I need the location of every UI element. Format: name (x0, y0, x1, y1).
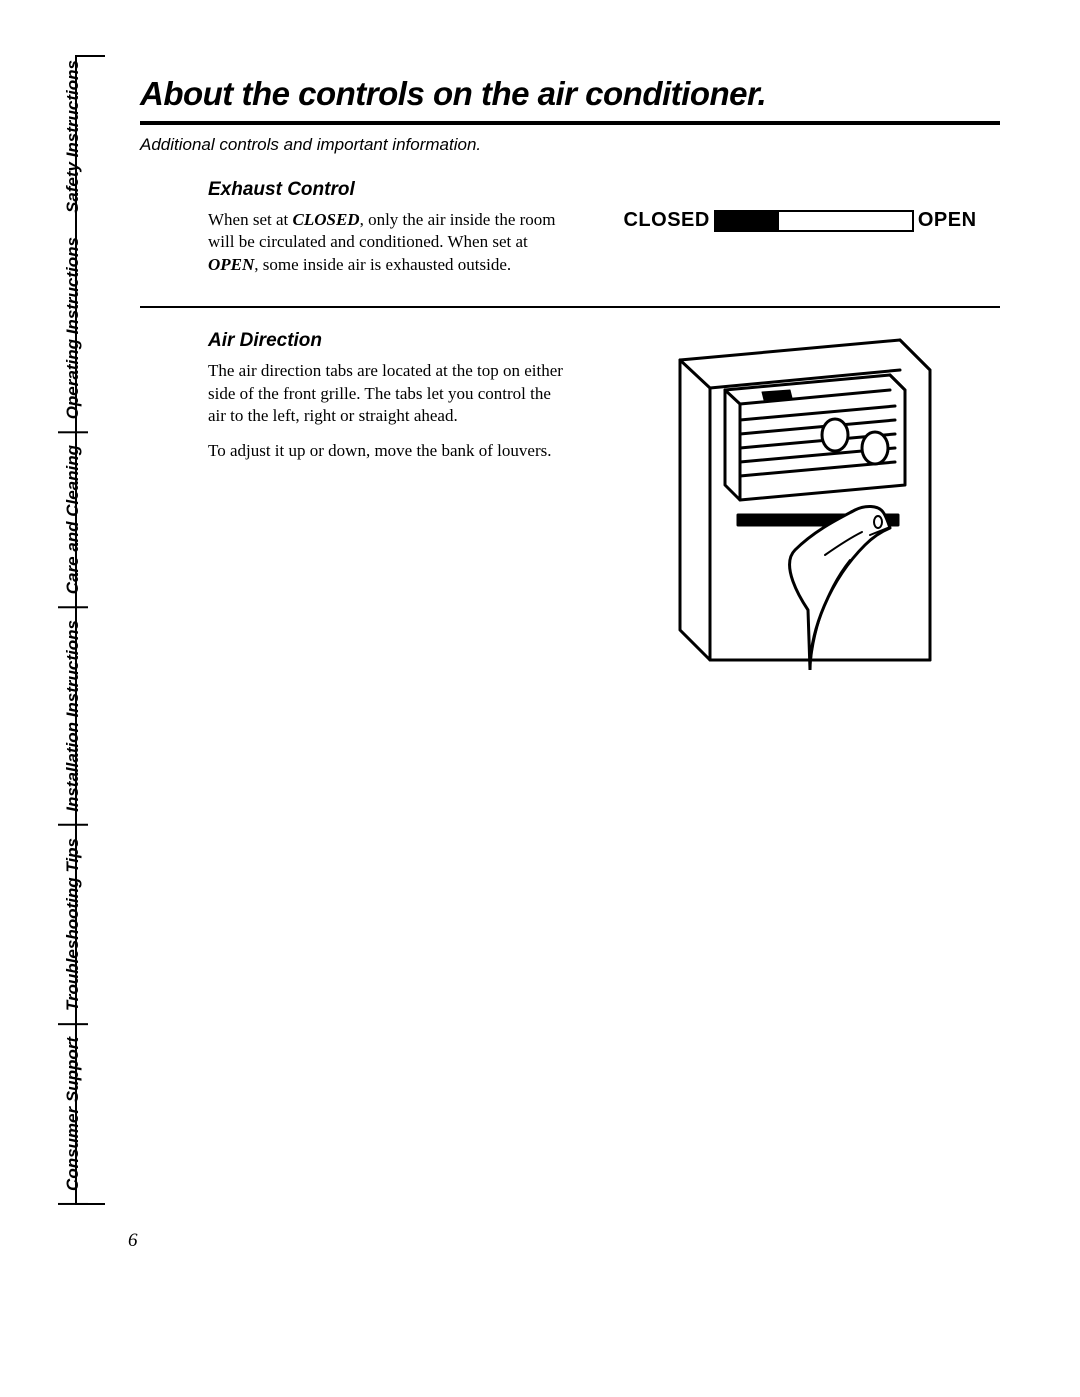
section-air-direction: Air Direction The air direction tabs are… (140, 330, 1000, 670)
exhaust-figure: CLOSED OPEN (600, 179, 1000, 288)
air-direction-p2: To adjust it up or down, move the bank o… (208, 440, 570, 462)
sidebar-tab-troubleshooting: Troubleshooting Tips (58, 826, 88, 1025)
air-direction-figure (600, 330, 1000, 670)
air-direction-p1: The air direction tabs are located at th… (208, 360, 570, 427)
sidebar-tab-care-cleaning: Care and Cleaning (58, 433, 88, 608)
exhaust-body: When set at CLOSED, only the air inside … (208, 209, 570, 276)
sidebar-tab-installation: Installation Instructions (58, 608, 88, 826)
sidebar-tab-safety: Safety Instructions (58, 48, 88, 225)
main-content: About the controls on the air conditione… (140, 75, 1000, 688)
page-subtitle: Additional controls and important inform… (140, 135, 1000, 155)
air-direction-text: Air Direction The air direction tabs are… (140, 330, 570, 670)
exhaust-body-suffix: , some inside air is exhausted outside. (254, 255, 511, 274)
section-rule (140, 306, 1000, 308)
sidebar-tabs: Consumer Support Troubleshooting Tips In… (58, 55, 88, 1205)
slider-label-open: OPEN (918, 209, 977, 232)
exhaust-body-open: OPEN (208, 255, 254, 274)
exhaust-body-prefix: When set at (208, 210, 293, 229)
slider-track (714, 210, 914, 232)
section-exhaust: Exhaust Control When set at CLOSED, only… (140, 179, 1000, 288)
exhaust-slider: CLOSED OPEN (623, 209, 976, 232)
exhaust-body-closed: CLOSED (293, 210, 360, 229)
air-direction-heading: Air Direction (208, 330, 570, 352)
title-rule (140, 121, 1000, 125)
page-title: About the controls on the air conditione… (140, 75, 1000, 113)
sidebar-tab-operating: Operating Instructions (58, 225, 88, 433)
page-number: 6 (128, 1230, 138, 1252)
exhaust-heading: Exhaust Control (208, 179, 570, 201)
slider-label-closed: CLOSED (623, 209, 709, 232)
ac-unit-illustration (640, 330, 960, 670)
section-exhaust-text: Exhaust Control When set at CLOSED, only… (140, 179, 570, 288)
sidebar-tab-consumer-support: Consumer Support (58, 1025, 88, 1205)
slider-fill (716, 212, 779, 230)
